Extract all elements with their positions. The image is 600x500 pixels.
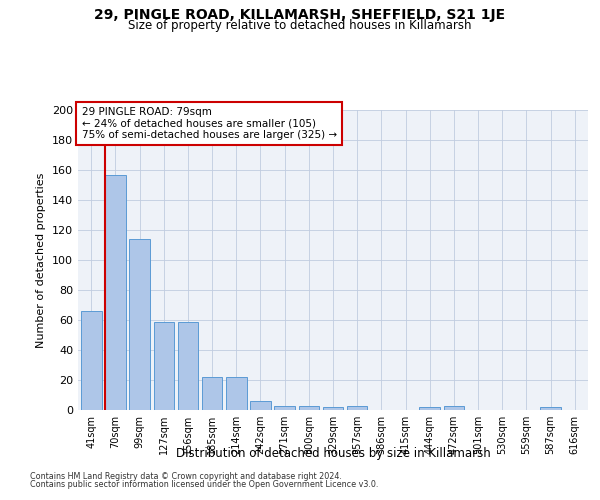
Bar [105,174,126,410]
Bar [130,239,150,410]
Text: Size of property relative to detached houses in Killamarsh: Size of property relative to detached ho… [128,18,472,32]
Bar [178,322,198,410]
Bar [540,407,561,410]
Text: Contains HM Land Registry data © Crown copyright and database right 2024.: Contains HM Land Registry data © Crown c… [30,472,342,481]
Bar [81,311,101,410]
Bar [154,322,174,410]
Bar [274,406,295,410]
Bar [202,377,223,410]
Bar [323,407,343,410]
Bar [299,406,319,410]
Bar [347,406,367,410]
Text: Distribution of detached houses by size in Killamarsh: Distribution of detached houses by size … [176,448,490,460]
Text: 29 PINGLE ROAD: 79sqm
← 24% of detached houses are smaller (105)
75% of semi-det: 29 PINGLE ROAD: 79sqm ← 24% of detached … [82,107,337,140]
Bar [226,377,247,410]
Bar [250,401,271,410]
Bar [443,406,464,410]
Bar [419,407,440,410]
Text: Contains public sector information licensed under the Open Government Licence v3: Contains public sector information licen… [30,480,379,489]
Text: 29, PINGLE ROAD, KILLAMARSH, SHEFFIELD, S21 1JE: 29, PINGLE ROAD, KILLAMARSH, SHEFFIELD, … [94,8,506,22]
Y-axis label: Number of detached properties: Number of detached properties [37,172,46,348]
